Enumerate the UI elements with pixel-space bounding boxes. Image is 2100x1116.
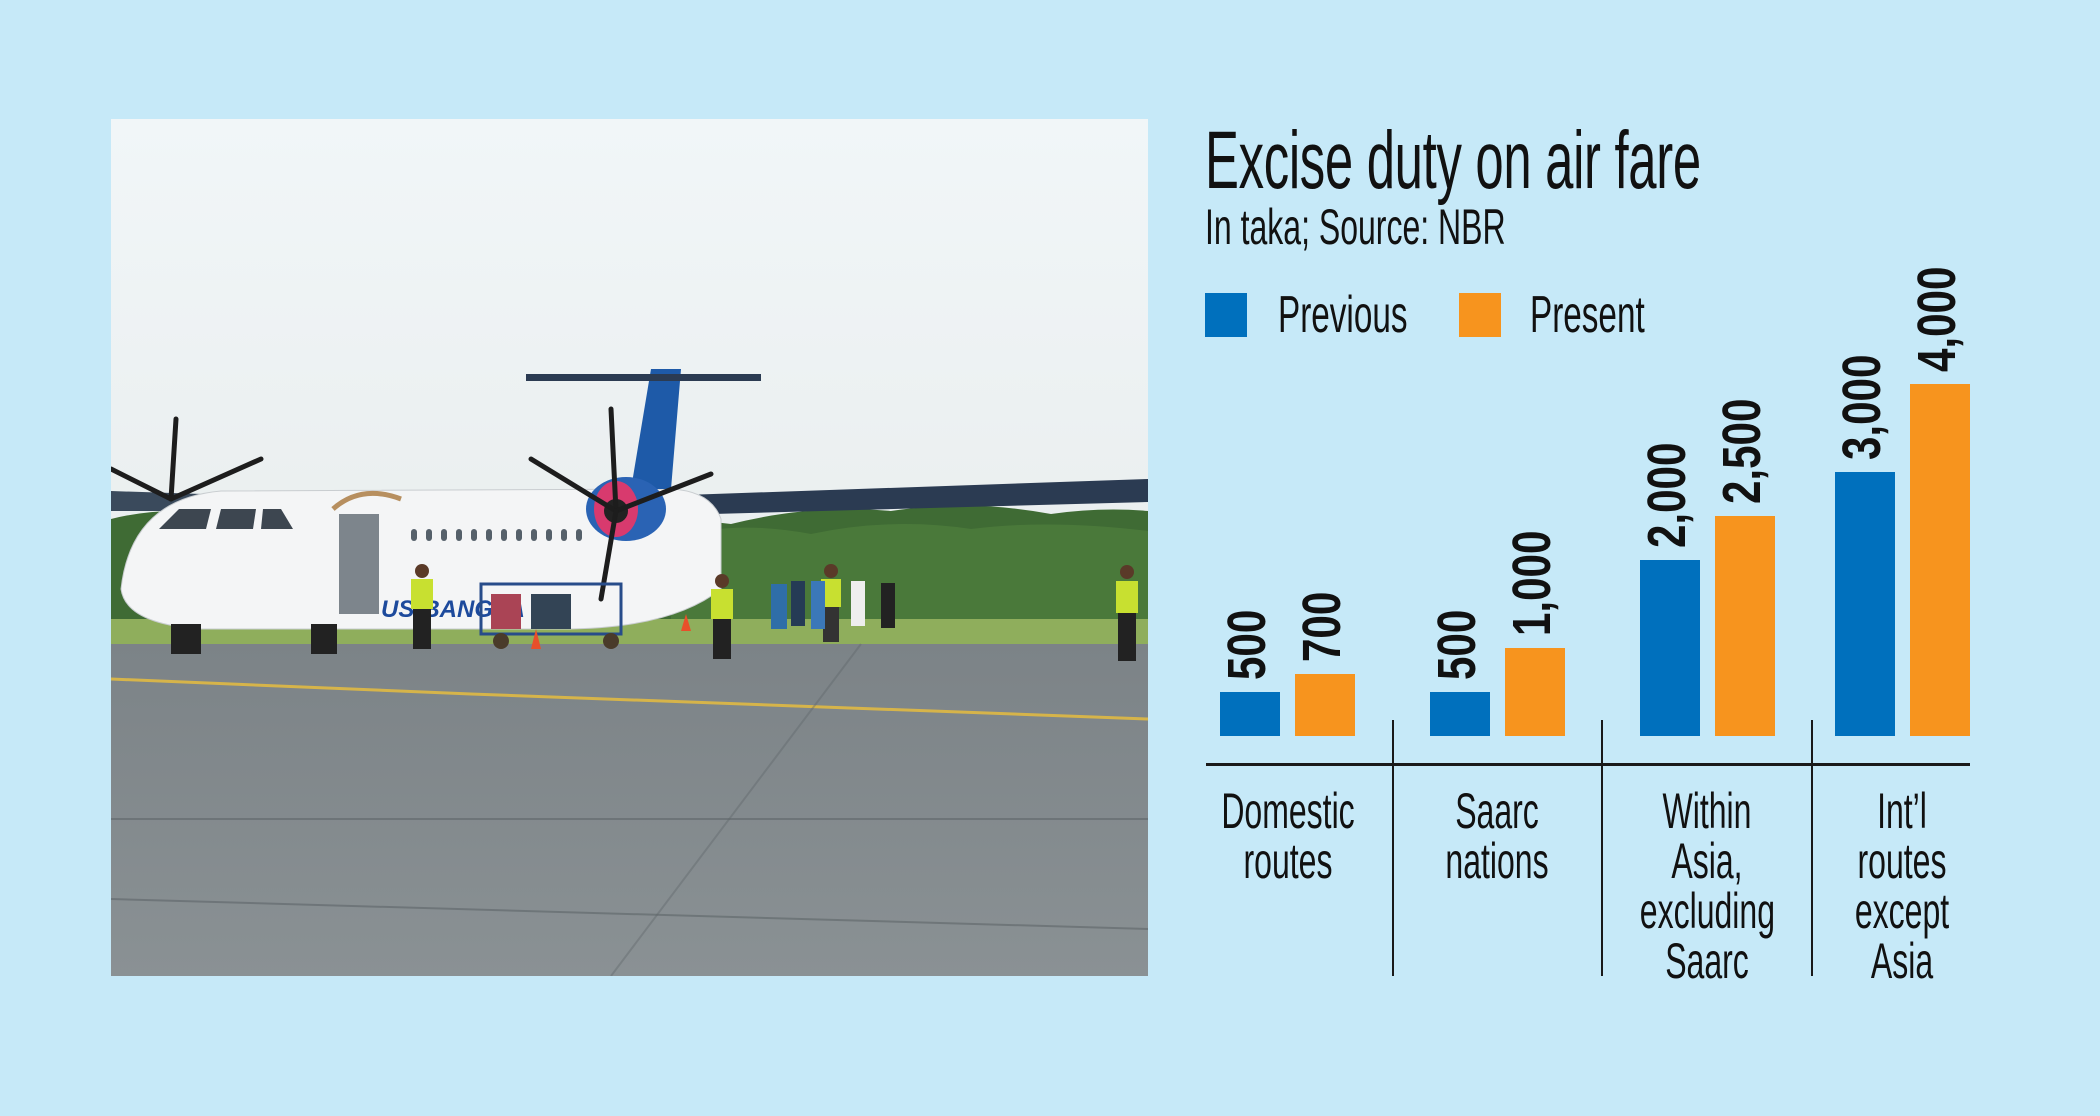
category-label: Saarc nations — [1445, 783, 1549, 889]
category-divider — [1811, 720, 1813, 976]
bar-present — [1505, 648, 1565, 736]
passengers — [771, 581, 895, 629]
category-label: Int’l routes except Asia — [1854, 783, 1950, 989]
bar-previous — [1835, 472, 1895, 736]
airport-photo: US-BANGLA — [111, 119, 1148, 976]
bar-value-label: 2,000 — [1637, 442, 1697, 548]
bar-value-label: 4,000 — [1907, 266, 1967, 372]
bar-present — [1295, 674, 1355, 736]
legend-label-previous: Previous — [1278, 286, 1408, 344]
category-divider — [1392, 720, 1394, 976]
category-label: Domestic routes — [1221, 783, 1355, 889]
bar-present — [1715, 516, 1775, 736]
bar-value-label: 3,000 — [1832, 354, 1892, 460]
legend-swatch-previous — [1205, 293, 1247, 337]
bar-previous — [1430, 692, 1490, 736]
chart-title: Excise duty on air fare — [1205, 115, 1701, 206]
ground-staff — [411, 564, 1138, 661]
category-label: Within Asia, excluding Saarc — [1639, 783, 1776, 989]
bar-value-label: 2,500 — [1712, 398, 1772, 504]
bar-value-label: 700 — [1292, 591, 1352, 662]
category-divider — [1601, 720, 1603, 976]
legend-label-present: Present — [1530, 286, 1645, 344]
bar-value-label: 500 — [1427, 609, 1487, 680]
bar-present — [1910, 384, 1970, 736]
bar-previous — [1640, 560, 1700, 736]
x-axis-line — [1206, 763, 1970, 766]
bar-value-label: 1,000 — [1502, 530, 1562, 636]
bar-previous — [1220, 692, 1280, 736]
legend-swatch-present — [1459, 293, 1501, 337]
aircraft-illustration: US-BANGLA — [111, 119, 1148, 976]
bar-value-label: 500 — [1217, 609, 1277, 680]
chart-subtitle: In taka; Source: NBR — [1205, 199, 1506, 255]
